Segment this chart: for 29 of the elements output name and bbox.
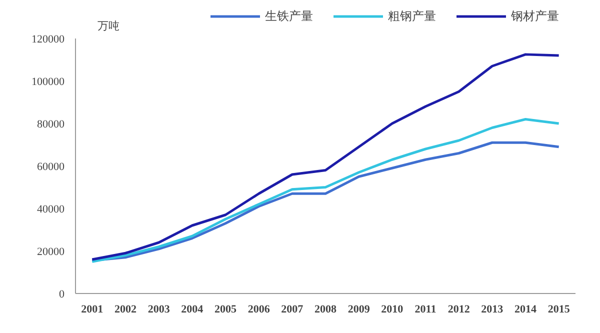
x-tick-label: 2011 [414,304,436,316]
x-tick-label: 2012 [448,304,470,316]
y-tick-label: 20000 [37,246,65,258]
x-tick-label: 2006 [248,304,270,316]
y-tick-label: 60000 [37,161,65,173]
x-tick-label: 2015 [548,304,570,316]
x-tick-label: 2010 [381,304,404,316]
y-tick-label: 40000 [37,204,65,216]
x-tick-label: 2002 [114,304,137,316]
legend-label: 粗钢产量 [388,8,436,24]
y-tick-label: 100000 [32,76,65,88]
line-series [90,141,560,262]
y-axis-title: 万吨 [98,20,120,32]
x-tick-label: 2003 [148,304,170,316]
x-tick-label: 2007 [281,304,304,316]
y-tick-label: 0 [59,288,65,300]
legend-label: 钢材产量 [511,8,559,24]
line-series [90,118,560,263]
x-tick-label: 2008 [314,304,337,316]
x-tick-label: 2013 [481,304,504,316]
y-tick-label: 120000 [32,34,65,46]
x-tick-label: 2001 [81,304,104,316]
x-tick-label: 2014 [514,304,537,316]
x-tick-label: 2005 [214,304,237,316]
y-tick-label: 80000 [37,118,65,130]
legend-label: 生铁产量 [265,8,313,24]
x-tick-label: 2009 [348,304,370,316]
x-tick-label: 2004 [181,304,204,316]
line-series [90,53,560,261]
